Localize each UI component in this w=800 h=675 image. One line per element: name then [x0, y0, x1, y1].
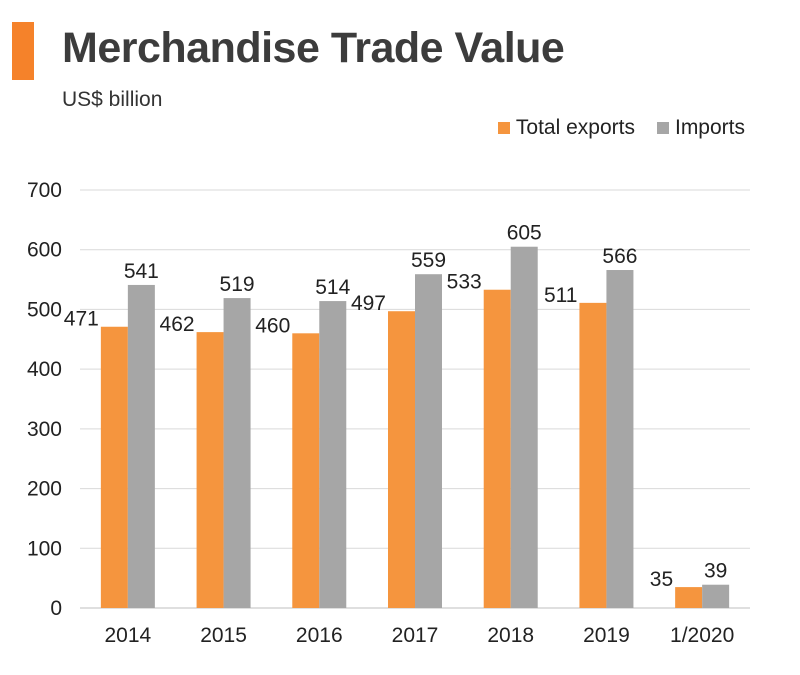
- bar-exports: [388, 311, 415, 608]
- bar-imports: [702, 584, 730, 608]
- x-tick-label: 2016: [296, 624, 343, 647]
- bar-imports: [127, 284, 155, 608]
- bar-imports: [319, 301, 347, 608]
- y-tick-label: 300: [27, 418, 62, 441]
- bar-imports: [510, 246, 538, 608]
- legend-item-imports: Imports: [656, 116, 745, 140]
- data-label-imports: 566: [602, 245, 637, 268]
- data-label-imports: 519: [220, 273, 255, 296]
- data-label-exports: 460: [255, 314, 290, 337]
- data-label-imports: 559: [411, 249, 446, 272]
- data-label-imports: 605: [507, 222, 542, 245]
- bar-exports: [483, 289, 511, 608]
- x-tick-label: 2014: [104, 624, 151, 647]
- bar-exports: [579, 302, 607, 608]
- x-tick-label: 2017: [392, 624, 439, 647]
- y-tick-label: 0: [50, 597, 62, 620]
- chart-subtitle: US$ billion: [62, 88, 163, 111]
- legend-swatch-imports: [656, 122, 669, 134]
- bar-exports: [196, 332, 224, 608]
- bar-imports: [223, 298, 251, 608]
- data-label-imports: 541: [124, 260, 159, 283]
- data-label-exports: 533: [447, 271, 482, 294]
- bar-exports: [100, 326, 128, 608]
- legend-label-imports: Imports: [674, 116, 745, 139]
- y-tick-label: 400: [27, 358, 62, 381]
- y-tick-label: 600: [27, 239, 62, 262]
- data-label-imports: 514: [315, 276, 350, 299]
- x-tick-label: 1/2020: [670, 624, 734, 647]
- chart-title: Merchandise Trade Value: [62, 24, 565, 72]
- y-tick-label: 200: [27, 478, 62, 501]
- data-label-exports: 35: [650, 568, 673, 591]
- bar-exports: [675, 587, 703, 608]
- data-label-exports: 511: [544, 284, 577, 307]
- x-tick-label: 2019: [583, 624, 630, 647]
- legend: Total exports Imports: [497, 116, 745, 140]
- bar-imports: [606, 270, 634, 608]
- x-tick-label: 2015: [200, 624, 247, 647]
- y-tick-label: 700: [27, 179, 62, 202]
- data-label-exports: 462: [160, 313, 195, 336]
- y-tick-label: 100: [27, 537, 62, 560]
- bar-imports: [415, 274, 442, 608]
- data-label-exports: 471: [64, 308, 99, 331]
- bar-exports: [292, 333, 320, 608]
- data-label-exports: 497: [351, 292, 386, 315]
- y-tick-label: 500: [27, 298, 62, 321]
- x-tick-label: 2018: [487, 624, 534, 647]
- legend-swatch-exports: [497, 122, 510, 134]
- data-label-imports: 39: [704, 560, 727, 583]
- legend-label-exports: Total exports: [515, 116, 635, 139]
- title-accent-bar: [12, 22, 34, 80]
- legend-item-exports: Total exports: [497, 116, 635, 140]
